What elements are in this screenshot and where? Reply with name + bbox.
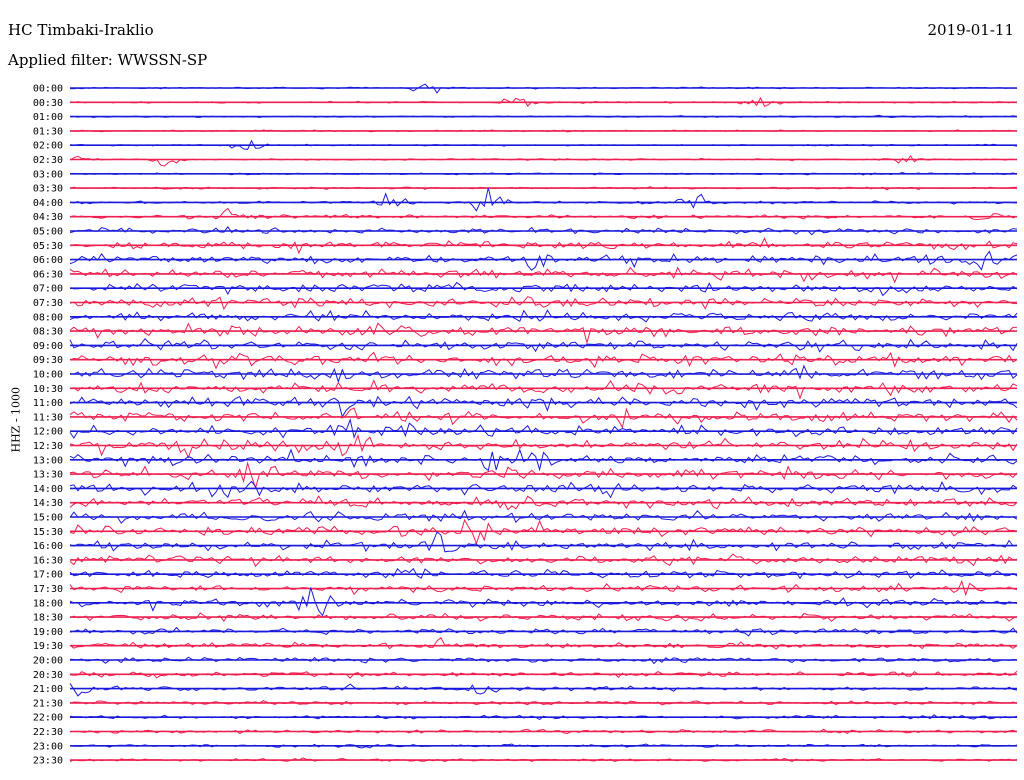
filter-label: Applied filter: WWSSN-SP bbox=[8, 51, 208, 69]
time-tick-label: 03:30 bbox=[33, 184, 63, 195]
time-tick-label: 06:30 bbox=[33, 269, 63, 280]
time-tick-label: 10:00 bbox=[33, 370, 63, 381]
time-tick-label: 04:30 bbox=[33, 212, 63, 223]
time-tick-label: 01:30 bbox=[33, 126, 63, 137]
trace-line bbox=[69, 417, 1018, 439]
time-tick-label: 08:30 bbox=[33, 327, 63, 338]
time-tick-label: 13:00 bbox=[33, 455, 63, 466]
trace-line bbox=[69, 309, 1018, 323]
trace-line bbox=[69, 322, 1018, 345]
trace-line bbox=[69, 155, 1018, 167]
trace-line bbox=[69, 587, 1018, 617]
time-tick-label: 12:00 bbox=[33, 427, 63, 438]
trace-line bbox=[69, 281, 1018, 297]
trace-line bbox=[69, 207, 1018, 221]
time-tick-label: 22:30 bbox=[33, 727, 63, 738]
time-tick-label: 21:30 bbox=[33, 698, 63, 709]
time-tick-label: 13:30 bbox=[33, 470, 63, 481]
trace-line bbox=[69, 407, 1018, 429]
time-tick-label: 05:00 bbox=[33, 227, 63, 238]
trace-line bbox=[69, 683, 1018, 697]
trace-line bbox=[69, 187, 1018, 212]
trace-group bbox=[69, 83, 1018, 763]
trace-line bbox=[69, 433, 1018, 459]
trace-line bbox=[69, 518, 1018, 545]
time-tick-label: 21:00 bbox=[33, 684, 63, 695]
time-tick-label: 06:00 bbox=[33, 255, 63, 266]
time-tick-group: 00:00 00:30 01:00 01:30 02:00 02:30 03:00 03:30… bbox=[33, 84, 63, 767]
trace-line bbox=[69, 266, 1018, 284]
time-tick-label: 09:00 bbox=[33, 341, 63, 352]
time-tick-label: 17:30 bbox=[33, 584, 63, 595]
trace-line bbox=[69, 480, 1018, 499]
time-tick-label: 02:00 bbox=[33, 141, 63, 152]
time-tick-label: 14:30 bbox=[33, 498, 63, 509]
time-tick-label: 11:30 bbox=[33, 412, 63, 423]
date-label: 2019-01-11 bbox=[927, 21, 1014, 39]
trace-line bbox=[69, 612, 1018, 622]
trace-line bbox=[69, 250, 1018, 271]
time-tick-label: 23:30 bbox=[33, 756, 63, 767]
station-title: HC Timbaki-Iraklio bbox=[8, 21, 154, 39]
time-tick-label: 23:00 bbox=[33, 741, 63, 752]
trace-line bbox=[69, 656, 1018, 665]
trace-line bbox=[69, 448, 1018, 472]
time-tick-label: 07:30 bbox=[33, 298, 63, 309]
time-tick-label: 03:00 bbox=[33, 169, 63, 180]
time-tick-label: 20:00 bbox=[33, 656, 63, 667]
time-tick-label: 04:00 bbox=[33, 198, 63, 209]
time-tick-label: 16:00 bbox=[33, 541, 63, 552]
time-tick-label: 18:30 bbox=[33, 613, 63, 624]
time-tick-label: 20:30 bbox=[33, 670, 63, 681]
time-tick-label: 11:00 bbox=[33, 398, 63, 409]
time-tick-label: 00:00 bbox=[33, 84, 63, 95]
time-tick-label: 19:30 bbox=[33, 641, 63, 652]
time-tick-label: 09:30 bbox=[33, 355, 63, 366]
trace-line bbox=[69, 395, 1018, 419]
trace-line bbox=[69, 226, 1018, 236]
time-tick-label: 18:00 bbox=[33, 598, 63, 609]
time-tick-label: 12:30 bbox=[33, 441, 63, 452]
trace-line bbox=[69, 531, 1018, 553]
time-tick-label: 00:30 bbox=[33, 98, 63, 109]
time-tick-label: 16:30 bbox=[33, 555, 63, 566]
time-tick-label: 10:30 bbox=[33, 384, 63, 395]
trace-line bbox=[69, 461, 1018, 490]
time-tick-label: 05:30 bbox=[33, 241, 63, 252]
time-tick-label: 08:00 bbox=[33, 312, 63, 323]
time-tick-label: 15:00 bbox=[33, 513, 63, 524]
time-tick-label: 22:00 bbox=[33, 713, 63, 724]
time-tick-label: 19:00 bbox=[33, 627, 63, 638]
time-tick-label: 01:00 bbox=[33, 112, 63, 123]
time-tick-label: 07:00 bbox=[33, 284, 63, 295]
time-tick-label: 14:00 bbox=[33, 484, 63, 495]
trace-line bbox=[69, 379, 1018, 400]
time-tick-label: 17:00 bbox=[33, 570, 63, 581]
trace-line bbox=[69, 637, 1018, 650]
time-tick-label: 15:30 bbox=[33, 527, 63, 538]
time-tick-label: 02:30 bbox=[33, 155, 63, 166]
